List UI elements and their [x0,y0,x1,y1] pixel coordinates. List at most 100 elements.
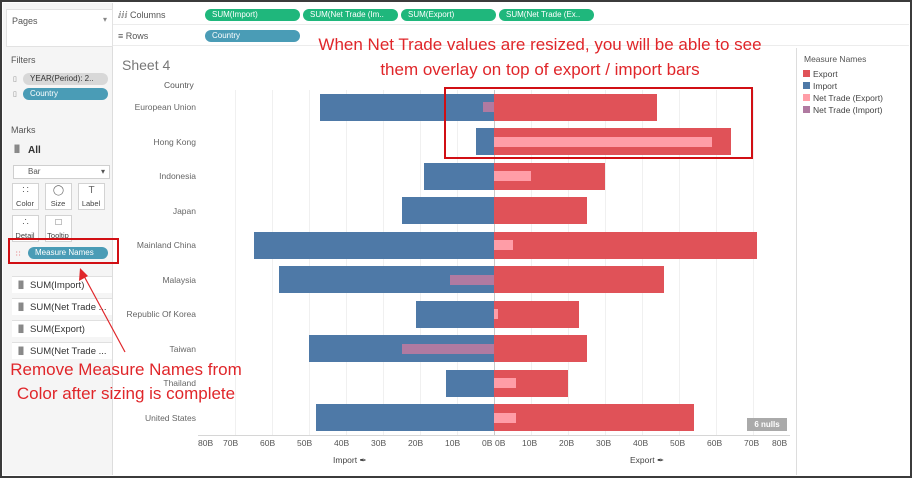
legend-item-net-trade-export[interactable]: Net Trade (Export) [803,93,883,103]
country-header[interactable]: Country [164,80,194,90]
category-label[interactable]: Republic Of Korea [126,309,196,320]
pages-card[interactable]: Pages ▾ [6,9,113,47]
annotation-bottom: Remove Measure Names from Color after si… [10,360,242,403]
column-pill-net-trade-import[interactable]: SUM(Net Trade (Im.. [303,9,398,21]
pages-title: Pages [12,16,38,26]
legend-label: Net Trade (Export) [813,93,883,103]
bar-chart-icon: ▐▌ [16,304,26,311]
gridline [346,90,347,435]
category-label[interactable]: Hong Kong [153,136,196,147]
net-trade-export-bar[interactable] [494,309,498,320]
net-trade-export-bar[interactable] [494,240,513,251]
export-bar[interactable] [494,197,587,225]
gridline [235,90,236,435]
rows-shelf[interactable]: ≡ Rows Country [113,26,909,46]
chevron-down-icon[interactable]: ▾ [102,15,107,24]
measure-names-pill[interactable]: Measure Names [28,247,108,259]
marks-all-label[interactable]: All [28,145,41,156]
import-bar[interactable] [253,231,494,259]
category-label[interactable]: Indonesia [159,171,196,182]
import-bar[interactable] [475,128,494,156]
color-button[interactable]: ∷ [12,183,39,210]
detail-button[interactable]: ∴ [12,215,39,242]
column-pill-sum-export[interactable]: SUM(Export) [401,9,496,21]
tooltip-icon: □ [55,217,62,228]
gridline [531,90,532,435]
column-pill-sum-import[interactable]: SUM(Import) [205,9,300,21]
net-trade-export-bar[interactable] [494,378,517,389]
category-label[interactable]: Japan [172,205,196,216]
legend-item-import[interactable]: Import [803,81,837,91]
import-bar[interactable] [445,369,494,397]
shelf-item-label: SUM(Net Trade ... [30,302,107,313]
side-panel: Pages ▾ Filters ▯ YEAR(Period): 2.. ▯ Co… [3,3,113,475]
tick-label: 50B [297,438,313,448]
gridline [679,90,680,435]
category-label[interactable]: European Union [134,102,196,113]
category-label[interactable]: Taiwan [169,343,196,354]
gridline [642,90,643,435]
axis-baseline [198,435,790,436]
highlight-box-bars [444,87,753,159]
gridline [420,90,421,435]
shelf-item-sum-export[interactable]: ▐▌ SUM(Export) [12,320,112,337]
net-trade-export-bar[interactable] [494,412,517,423]
net-trade-import-bar[interactable] [401,343,494,354]
category-label[interactable]: Mainland China [136,240,196,251]
shelf-item-label: SUM(Import) [30,280,85,291]
export-bar[interactable] [494,335,587,363]
net-trade-import-bar[interactable] [449,274,494,285]
export-axis-label: Export [630,455,655,465]
columns-shelf[interactable]: ⅈⅈⅈ Columns SUM(Import) SUM(Net Trade (I… [113,5,909,25]
tick-label: 60B [707,438,723,448]
legend-label: Export [813,69,838,79]
shelves-area: ⅈⅈⅈ Columns SUM(Import) SUM(Net Trade (I… [113,3,909,46]
gridline [309,90,310,435]
columns-shelf-label: ⅈⅈⅈ Columns [118,10,166,21]
legend-swatch [803,94,810,101]
tick-label: 70B [744,438,760,448]
net-trade-export-bar[interactable] [494,136,713,147]
export-bar[interactable] [494,266,665,294]
filter-pill-year[interactable]: YEAR(Period): 2.. [23,73,108,85]
category-label[interactable]: Malaysia [162,274,196,285]
import-bar[interactable] [320,93,494,121]
net-trade-import-bar[interactable] [482,102,494,113]
import-bar[interactable] [401,197,494,225]
color-label: Color [16,199,34,208]
shelf-item-sum-net-trade-import[interactable]: ▐▌ SUM(Net Trade ... [12,298,112,315]
legend-item-net-trade-import[interactable]: Net Trade (Import) [803,105,882,115]
export-bar[interactable] [494,231,757,259]
tick-label: 70B [223,438,239,448]
size-button[interactable]: ◯ [45,183,72,210]
nulls-badge[interactable]: 6 nulls [747,418,787,431]
legend-item-export[interactable]: Export [803,69,838,79]
import-bar[interactable] [416,300,494,328]
gridline [716,90,717,435]
export-bar[interactable] [494,300,580,328]
export-axis-title[interactable]: Export ✒ [630,455,664,466]
row-pill-country[interactable]: Country [205,30,300,42]
import-bar[interactable] [423,162,494,190]
net-trade-export-bar[interactable] [494,171,531,182]
legend-swatch [803,106,810,113]
import-bar[interactable] [316,404,494,432]
legend: Measure Names Export Import Net Trade (E… [796,48,909,475]
shelf-item-sum-net-trade-export[interactable]: ▐▌ SUM(Net Trade ... [12,342,112,359]
category-label[interactable]: United States [144,412,196,423]
tick-label: 10B [522,438,538,448]
column-pill-net-trade-export[interactable]: SUM(Net Trade (Ex.. [499,9,594,21]
export-bar[interactable] [494,404,694,432]
mark-type-select[interactable]: Bar ▾ [13,165,110,179]
label-button[interactable]: T [78,183,105,210]
category-label[interactable]: Thailand [163,378,196,389]
export-bar[interactable] [494,93,657,121]
shelf-item-label: SUM(Net Trade ... [30,346,107,357]
import-axis-title[interactable]: Import ✒ [333,455,367,466]
tick-label: 50B [670,438,686,448]
tooltip-button[interactable]: □ [45,215,72,242]
shelf-item-sum-import[interactable]: ▐▌ SUM(Import) [12,276,112,293]
gridline [568,90,569,435]
filter-pill-country[interactable]: Country [23,88,108,100]
